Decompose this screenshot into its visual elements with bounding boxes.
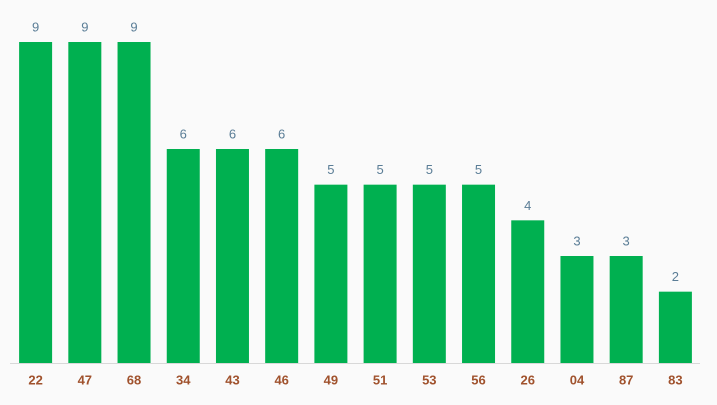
bar <box>265 149 299 363</box>
value-label: 6 <box>278 126 285 141</box>
value-label: 5 <box>475 162 482 177</box>
bar <box>117 42 151 363</box>
value-label: 2 <box>672 269 679 284</box>
bar <box>68 42 102 363</box>
x-tick-label: 53 <box>422 372 436 387</box>
bar <box>511 220 545 363</box>
value-label: 3 <box>573 233 580 248</box>
bar <box>658 291 692 363</box>
x-tick-label: 51 <box>373 372 387 387</box>
bar <box>412 184 446 363</box>
x-tick-label: 04 <box>570 372 585 387</box>
value-label: 4 <box>524 198 531 213</box>
bar <box>314 184 348 363</box>
value-label: 9 <box>130 19 137 34</box>
x-tick-label: 87 <box>619 372 633 387</box>
value-label: 5 <box>327 162 334 177</box>
x-tick-label: 83 <box>668 372 682 387</box>
bar <box>560 256 594 363</box>
bar <box>363 184 397 363</box>
bar <box>215 149 249 363</box>
value-label: 6 <box>180 126 187 141</box>
value-label: 9 <box>81 19 88 34</box>
x-tick-label: 46 <box>274 372 288 387</box>
bar <box>462 184 496 363</box>
bar <box>609 256 643 363</box>
x-tick-label: 43 <box>225 372 239 387</box>
x-tick-label: 26 <box>521 372 535 387</box>
value-label: 5 <box>426 162 433 177</box>
bar <box>166 149 200 363</box>
value-label: 6 <box>229 126 236 141</box>
x-tick-label: 68 <box>127 372 141 387</box>
x-tick-label: 47 <box>78 372 92 387</box>
value-label: 3 <box>623 233 630 248</box>
x-tick-label: 34 <box>176 372 191 387</box>
value-label: 5 <box>376 162 383 177</box>
x-tick-label: 56 <box>471 372 485 387</box>
value-label: 9 <box>32 19 39 34</box>
bar <box>19 42 53 363</box>
x-tick-label: 22 <box>28 372 42 387</box>
x-tick-label: 49 <box>324 372 338 387</box>
